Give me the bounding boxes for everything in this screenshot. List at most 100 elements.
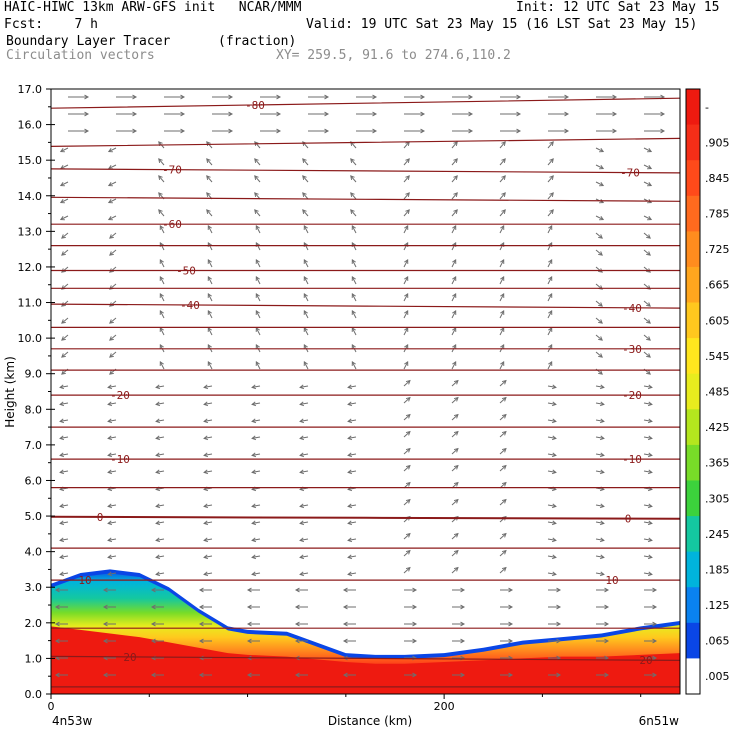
circulation-vector-head: [500, 258, 505, 264]
y-tick-label: 4.0: [25, 546, 43, 559]
circulation-vector-head: [302, 158, 307, 163]
circulation-vector-head: [254, 175, 259, 180]
circulation-vector-head: [302, 192, 307, 197]
circulation-vector-head: [647, 520, 653, 526]
circulation-vector: [300, 504, 309, 507]
circulation-vector-head: [452, 360, 457, 366]
circulation-vector-head: [155, 537, 161, 543]
circulation-vector: [204, 453, 213, 456]
circulation-vector-head: [548, 224, 553, 230]
circulation-vector: [255, 310, 261, 319]
circulation-vector-head: [612, 128, 618, 134]
circulation-vector: [207, 259, 213, 268]
circulation-vector: [204, 385, 213, 388]
circulation-vector: [252, 487, 261, 490]
circulation-vector-head: [405, 447, 411, 453]
circulation-vector: [252, 419, 261, 422]
circulation-vector-head: [599, 554, 605, 560]
circulation-vector-head: [59, 520, 65, 526]
circulation-vector-head: [255, 258, 260, 264]
overlay-name: Circulation vectors: [6, 48, 155, 63]
circulation-vector-head: [599, 182, 605, 187]
circulation-vector-head: [198, 638, 204, 644]
circulation-vector-head: [647, 384, 653, 390]
circulation-vector-head: [453, 209, 458, 214]
circulation-vector: [499, 361, 505, 370]
circulation-vector-head: [452, 258, 457, 264]
header-forecast-hour: Fcst: 7 h: [4, 17, 98, 32]
circulation-vector-head: [500, 343, 505, 349]
circulation-vector-head: [564, 94, 570, 100]
circulation-vector-head: [652, 587, 658, 593]
circulation-vector-head: [107, 520, 113, 526]
circulation-vector: [451, 465, 459, 472]
circulation-vector: [60, 521, 69, 524]
circulation-vector-head: [598, 319, 603, 324]
circulation-vector-head: [453, 396, 459, 402]
circulation-vector-head: [150, 587, 156, 593]
circulation-vector: [351, 259, 357, 268]
circulation-vector-head: [647, 401, 653, 407]
circulation-vector-head: [564, 128, 570, 134]
circulation-vector-head: [59, 452, 65, 458]
circulation-vector: [60, 470, 69, 473]
circulation-vector-head: [412, 587, 418, 593]
circulation-vector: [403, 158, 410, 166]
circulation-vector-head: [155, 452, 161, 458]
contour-label: -30: [622, 343, 642, 356]
circulation-vector: [159, 259, 165, 268]
circulation-vector: [108, 385, 117, 388]
circulation-vector-head: [206, 175, 211, 180]
circulation-vector-head: [299, 503, 305, 509]
circulation-vector-head: [501, 413, 507, 419]
circulation-vector-head: [251, 520, 257, 526]
circulation-vector-head: [551, 503, 557, 509]
circulation-vector: [547, 361, 553, 370]
circulation-vector-head: [598, 234, 603, 239]
circulation-vector: [451, 533, 459, 540]
circulation-vector: [595, 300, 603, 307]
circulation-vector-head: [299, 520, 305, 526]
circulation-vector-head: [228, 111, 234, 117]
circulation-vector: [595, 453, 604, 456]
circulation-vector-head: [342, 621, 348, 627]
colorbar-label: .665: [705, 279, 730, 292]
circulation-vector: [643, 164, 652, 170]
circulation-vector-head: [342, 587, 348, 593]
circulation-vector-head: [660, 128, 666, 134]
circulation-vector-head: [159, 360, 164, 366]
circulation-vector-head: [453, 566, 459, 572]
circulation-vector-head: [207, 309, 212, 315]
circulation-vector-head: [61, 234, 66, 239]
contour-label: 0: [625, 513, 632, 526]
circulation-vector-head: [102, 638, 108, 644]
circulation-vector: [595, 317, 603, 324]
field-unit: (fraction): [218, 34, 297, 49]
circulation-vector: [108, 538, 117, 541]
contour-label: 20: [639, 654, 652, 667]
circulation-vector: [499, 225, 505, 234]
contour-label: -70: [162, 164, 182, 177]
circulation-vector: [255, 259, 261, 268]
circulation-vector: [109, 334, 117, 341]
circulation-vector-head: [652, 621, 658, 627]
circulation-vector: [108, 164, 117, 170]
circulation-vector-head: [646, 302, 651, 307]
x-axis: 0 200: [48, 694, 642, 713]
circulation-vector-head: [303, 258, 308, 264]
circulation-vector: [499, 310, 505, 319]
circulation-vector: [302, 209, 309, 217]
circulation-vector: [252, 402, 261, 405]
circulation-vector-head: [501, 430, 507, 436]
circulation-vector-head: [404, 360, 409, 366]
circulation-vector: [207, 361, 213, 370]
circulation-vector-head: [500, 224, 505, 230]
colorbar-swatch: [686, 266, 700, 303]
circulation-vector-head: [276, 128, 282, 134]
circulation-vector: [109, 266, 117, 273]
circulation-vector: [207, 327, 213, 336]
circulation-vector: [499, 567, 507, 574]
circulation-vector: [303, 310, 309, 319]
circulation-vector: [252, 470, 261, 473]
circulation-vector: [403, 431, 411, 438]
